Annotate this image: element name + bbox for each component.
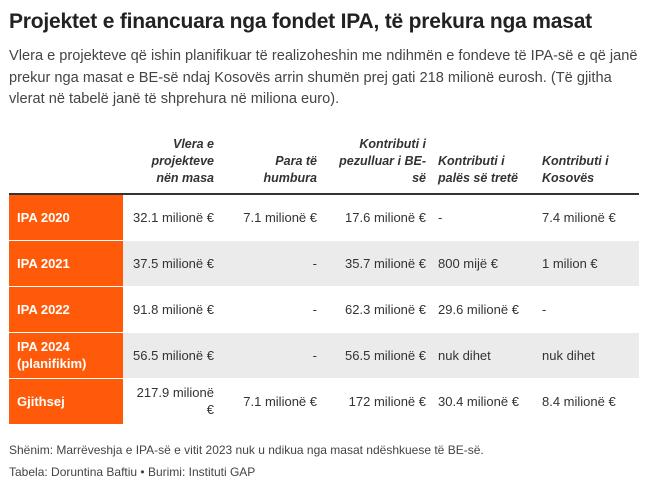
- cell-kosovo: 1 milion €: [536, 240, 639, 286]
- cell-third-party: -: [432, 194, 536, 240]
- row-label: IPA 2021: [9, 240, 123, 286]
- row-label: IPA 2024 (planifikim): [9, 332, 123, 378]
- cell-eu-contribution: 62.3 milionë €: [323, 286, 432, 332]
- header-cell-kosovo: Kontributi i Kosovës: [542, 154, 609, 185]
- row-label: IPA 2020: [9, 194, 123, 240]
- cell-eu-contribution: 56.5 milionë €: [323, 332, 432, 378]
- cell-eu-contribution: 172 milionë €: [323, 378, 432, 424]
- cell-lost-money: -: [220, 286, 323, 332]
- cell-third-party: nuk dihet: [432, 332, 536, 378]
- cell-third-party: 800 mijë €: [432, 240, 536, 286]
- cell-kosovo: 7.4 milionë €: [536, 194, 639, 240]
- header-cell-project-value: Vlera e projekteve nën masa: [151, 137, 214, 185]
- cell-project-value: 217.9 milionë €: [123, 378, 220, 424]
- cell-lost-money: -: [220, 332, 323, 378]
- page-title: Projektet e financuara nga fondet IPA, t…: [9, 10, 592, 33]
- table-header-row: Vlera e projekteve nën masa Para të humb…: [9, 131, 639, 194]
- data-table: Vlera e projekteve nën masa Para të humb…: [9, 131, 639, 425]
- table-row: IPA 2020 32.1 milionë € 7.1 milionë € 17…: [9, 194, 639, 240]
- table-row-total: Gjithsej 217.9 milionë € 7.1 milionë € 1…: [9, 378, 639, 424]
- source-credit: Tabela: Doruntina Baftiu • Burimi: Insti…: [9, 465, 256, 479]
- cell-third-party: 29.6 milionë €: [432, 286, 536, 332]
- cell-kosovo: nuk dihet: [536, 332, 639, 378]
- cell-lost-money: 7.1 milionë €: [220, 378, 323, 424]
- footnote: Shënim: Marrëveshja e IPA-së e vitit 202…: [9, 443, 484, 457]
- page-subtitle: Vlera e projekteve që ishin planifikuar …: [9, 48, 638, 107]
- cell-eu-contribution: 35.7 milionë €: [323, 240, 432, 286]
- header-cell-eu-contribution: Kontributi i pezulluar i BE-së: [339, 137, 426, 185]
- cell-project-value: 91.8 milionë €: [123, 286, 220, 332]
- cell-project-value: 32.1 milionë €: [123, 194, 220, 240]
- table-row: IPA 2021 37.5 milionë € - 35.7 milionë €…: [9, 240, 639, 286]
- cell-eu-contribution: 17.6 milionë €: [323, 194, 432, 240]
- cell-kosovo: 8.4 milionë €: [536, 378, 639, 424]
- table-row: IPA 2024 (planifikim) 56.5 milionë € - 5…: [9, 332, 639, 378]
- table-row: IPA 2022 91.8 milionë € - 62.3 milionë €…: [9, 286, 639, 332]
- row-label: IPA 2022: [9, 286, 123, 332]
- cell-project-value: 56.5 milionë €: [123, 332, 220, 378]
- row-label: Gjithsej: [9, 378, 123, 424]
- header-cell-lost-money: Para të humbura: [263, 154, 317, 185]
- cell-project-value: 37.5 milionë €: [123, 240, 220, 286]
- cell-lost-money: 7.1 milionë €: [220, 194, 323, 240]
- header-cell-label: [9, 131, 123, 194]
- header-cell-third-party: Kontributi i palës së tretë: [438, 154, 518, 185]
- cell-lost-money: -: [220, 240, 323, 286]
- cell-third-party: 30.4 milionë €: [432, 378, 536, 424]
- cell-kosovo: -: [536, 286, 639, 332]
